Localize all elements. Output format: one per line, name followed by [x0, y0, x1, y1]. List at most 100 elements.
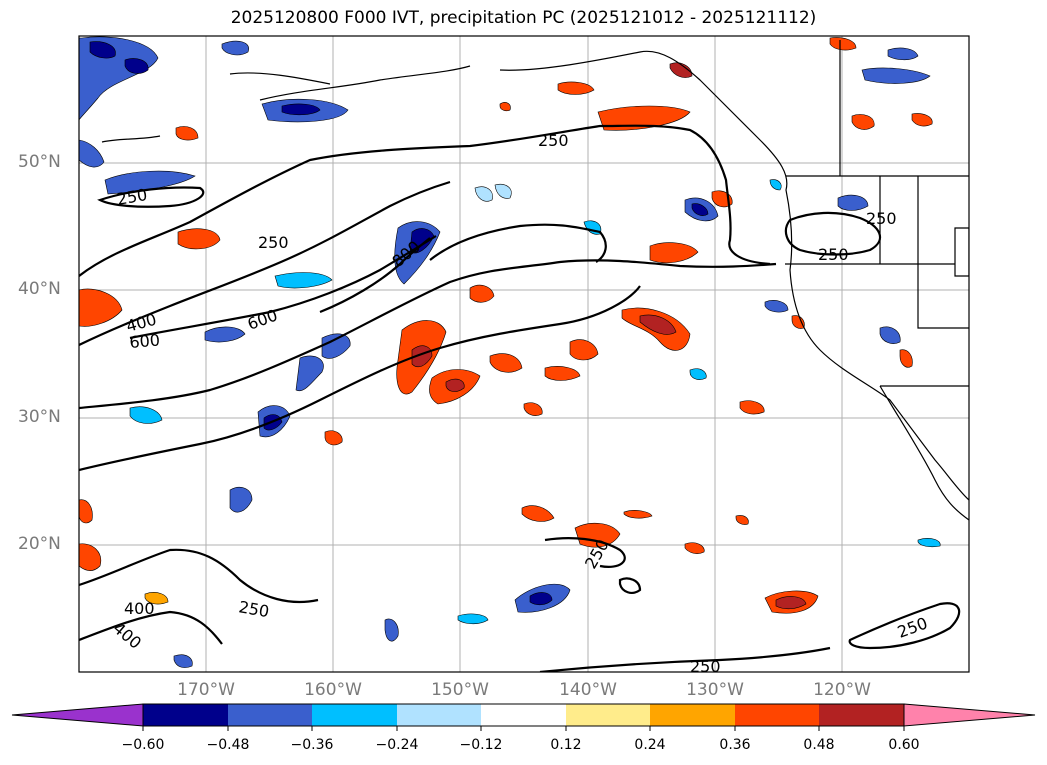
colorbar-tick-label: 0.24 — [634, 737, 666, 753]
precip-blob — [489, 353, 523, 373]
lat-label-30n: 30°N — [18, 407, 61, 427]
precip-blob — [411, 345, 433, 368]
precip-blob — [879, 326, 901, 344]
precip-blob — [221, 40, 249, 56]
precip-blob — [574, 522, 621, 548]
precip-blob — [177, 228, 221, 250]
ivt-contours — [79, 124, 961, 672]
precip-blob — [837, 194, 869, 211]
colorbar-tick-label: −0.48 — [206, 737, 250, 753]
contour-label: 250 — [538, 131, 569, 150]
lat-label-50n: 50°N — [18, 152, 61, 172]
precip-blob — [229, 487, 253, 513]
contour-label: 600 — [129, 330, 161, 352]
lon-label-130w: 130°W — [686, 680, 744, 700]
precip-blob — [649, 242, 699, 264]
colorbar-segment — [481, 704, 566, 726]
contour-label: 250 — [866, 209, 897, 228]
precip-blob — [79, 288, 123, 327]
precip-blob — [129, 406, 163, 424]
colorbar-tick-label: −0.60 — [121, 737, 165, 753]
precip-blob — [457, 613, 489, 625]
precip-blob — [684, 542, 705, 554]
colorbar-tick-label: 0.12 — [550, 737, 582, 753]
lat-label-20n: 20°N — [18, 534, 61, 554]
precip-blob — [295, 355, 324, 392]
precip-blob — [557, 81, 595, 95]
precip-blob — [384, 618, 399, 642]
colorbar-segment — [650, 704, 735, 726]
coastlines — [101, 40, 969, 521]
contour-label: 250 — [258, 233, 289, 252]
colorbar-segment — [143, 704, 228, 726]
ivt-contour-250 — [429, 223, 607, 263]
ivt-contour-250 — [97, 186, 205, 208]
precip-blob — [769, 179, 782, 191]
ivt-contour-250 — [784, 211, 882, 256]
precip-blob — [79, 543, 102, 571]
precip-blob — [917, 538, 941, 548]
precip-blob — [474, 186, 493, 202]
precip-blob — [173, 654, 193, 668]
precip-blob — [735, 515, 749, 525]
colorbar-tick-label: −0.36 — [290, 737, 334, 753]
colorbar-tick-label: −0.24 — [375, 737, 419, 753]
lat-label-40n: 40°N — [18, 279, 61, 299]
precip-blob — [639, 314, 677, 335]
ivt-contour-250 — [618, 577, 642, 594]
precip-blob — [775, 596, 807, 610]
precip-blob — [469, 284, 495, 303]
precip-blob — [623, 510, 653, 519]
precip-blob — [521, 505, 555, 522]
precip-positive-anomalies — [79, 37, 933, 614]
precip-blob — [689, 368, 707, 380]
precip-blob — [79, 499, 93, 524]
ivt-contour-600 — [129, 235, 437, 340]
precip-blob — [79, 36, 159, 121]
precip-blob — [124, 58, 149, 74]
colorbar-tick-label: 0.36 — [719, 737, 751, 753]
colorbar-tick-label: −0.12 — [459, 737, 503, 753]
precip-blob — [204, 326, 246, 343]
map-frame — [78, 35, 970, 673]
gridlines — [79, 36, 969, 672]
colorbar-tick-label: 0.48 — [803, 737, 835, 753]
ivt-contour-250 — [848, 602, 961, 650]
lon-label-170w: 170°W — [177, 680, 235, 700]
ivt-contour-250 — [79, 285, 641, 472]
precip-blob — [281, 103, 321, 116]
precip-blob — [175, 126, 199, 141]
contour-label: 400 — [124, 599, 155, 618]
precip-blob — [597, 105, 691, 131]
ivt-contour-250 — [79, 548, 319, 604]
precip-blob — [494, 183, 512, 199]
precip-blob — [764, 300, 789, 313]
lon-label-140w: 140°W — [559, 680, 617, 700]
precip-blob — [861, 67, 931, 84]
colorbar-extend-high — [903, 703, 1036, 727]
figure-title: 2025120800 F000 IVT, precipitation PC (2… — [230, 8, 817, 28]
precip-blob — [144, 592, 169, 605]
ivt-contour-250 — [544, 537, 626, 568]
colorbar-extend-low — [11, 703, 144, 727]
colorbar-segment — [312, 704, 397, 726]
precip-blob — [544, 366, 581, 381]
precip-blob — [569, 339, 599, 361]
precip-blob — [499, 102, 511, 112]
contour-label: 250 — [818, 245, 849, 264]
map-area: 250 250 250 250 250 250 250 250 250 400 … — [79, 36, 969, 676]
precip-blob — [445, 378, 465, 392]
ivt-contour-250 — [539, 646, 831, 672]
colorbar-segment — [819, 704, 904, 726]
precip-blob — [89, 41, 116, 59]
ivt-contour-800 — [319, 237, 431, 314]
precip-blob — [321, 333, 351, 359]
precip-blob — [691, 203, 709, 216]
contour-label: 250 — [690, 657, 721, 676]
lon-label-120w: 120°W — [813, 680, 871, 700]
precip-blob — [887, 47, 919, 61]
lon-label-160w: 160°W — [304, 680, 362, 700]
precip-blob — [79, 139, 105, 168]
colorbar-segment — [735, 704, 819, 726]
